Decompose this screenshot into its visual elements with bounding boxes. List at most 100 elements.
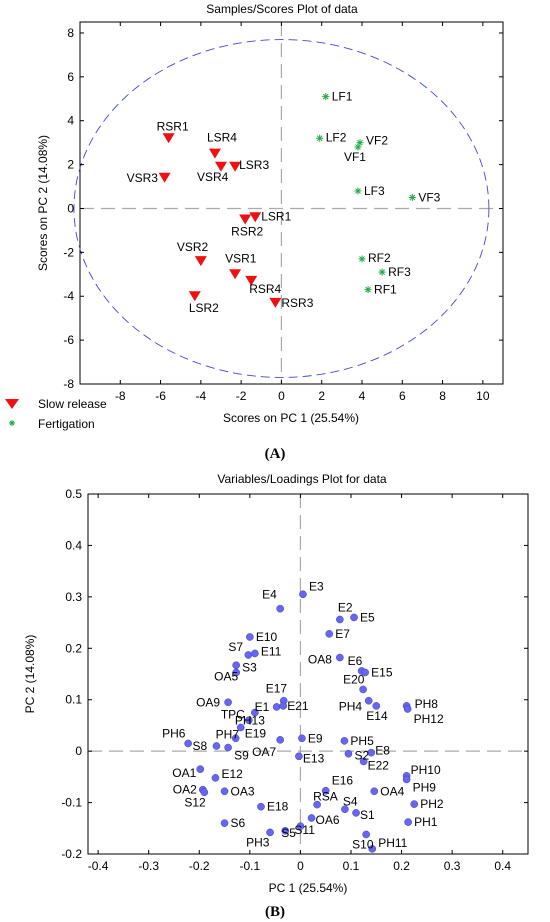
loading-point [244, 651, 253, 659]
slow-release-point [158, 172, 171, 183]
point-label: RSR4 [249, 282, 281, 296]
x-tick-label: 0.1 [343, 859, 360, 873]
point-label: VSR1 [225, 251, 257, 265]
loading-point [200, 788, 209, 797]
loading-point [350, 613, 358, 622]
loading-point [313, 800, 321, 809]
loading-point [184, 739, 192, 748]
loading-label: E16 [332, 774, 354, 788]
panel-a-label: (A) [265, 446, 286, 462]
x-tick-label: -6 [155, 389, 166, 403]
legend-slow-release-label: Slow release [38, 397, 107, 411]
loading-point [295, 752, 303, 761]
loading-label: E11 [261, 644, 282, 658]
loading-label: OA6 [316, 813, 340, 827]
loadings-y-axis-label: PC 2 (14.08%) [23, 635, 37, 714]
loading-label: OA9 [196, 695, 220, 709]
scores-y-ticks: -8 -6 -4 -2 0 2 4 6 8 [63, 26, 503, 391]
loading-label: E22 [368, 758, 390, 772]
loadings-y-ticks: -0.2 -0.1 0 0.1 0.2 0.3 0.4 0.5 [61, 487, 528, 861]
loading-label: PH6 [162, 726, 186, 740]
slow-release-point [215, 161, 227, 172]
loading-label: S5 [281, 826, 296, 840]
loading-point [298, 734, 306, 743]
loading-point [276, 604, 284, 613]
loading-label: S10 [352, 837, 374, 851]
x-tick-label: 10 [476, 389, 490, 403]
loading-point [359, 757, 368, 766]
loading-point [372, 702, 381, 710]
slow-release-point [194, 256, 207, 267]
y-tick-label: -2 [63, 245, 74, 259]
loading-point [211, 774, 220, 782]
loading-label: S9 [234, 749, 249, 763]
y-tick-label: 0.2 [65, 641, 82, 655]
y-tick-label: 6 [67, 70, 74, 84]
loading-point [281, 827, 290, 835]
y-tick-label: -0.2 [61, 847, 82, 861]
loading-label: E10 [256, 630, 278, 644]
loading-point [257, 802, 265, 811]
point-label: LSR4 [207, 131, 237, 145]
loadings-plot-frame [87, 493, 529, 855]
loading-point [367, 748, 376, 757]
point-label: VF2 [366, 134, 388, 148]
point-label: VF1 [344, 150, 366, 164]
point-label: RF2 [368, 251, 391, 265]
point-label: LSR3 [239, 158, 269, 172]
point-label: LF3 [364, 184, 385, 198]
loading-point [370, 787, 379, 796]
loading-point [220, 819, 229, 827]
point-label: LSR1 [261, 209, 291, 223]
slow-release-point [245, 275, 258, 286]
fertigation-point [378, 268, 386, 276]
loading-label: E7 [335, 627, 350, 641]
loading-label: OA1 [172, 766, 196, 780]
x-tick-label: -8 [115, 389, 126, 403]
loading-label: E14 [366, 709, 388, 723]
legend-asterisk-marker [9, 420, 15, 426]
loading-point [321, 786, 330, 795]
y-tick-label: -6 [63, 333, 74, 347]
point-label: VSR2 [177, 240, 209, 254]
loading-point [279, 702, 288, 710]
loading-point [212, 742, 221, 750]
loading-label: E21 [287, 699, 309, 713]
loading-point [224, 698, 232, 707]
loading-label: PH5 [350, 734, 374, 748]
loading-point [245, 716, 253, 725]
loading-label: E13 [303, 751, 325, 765]
loadings-points: E3 E4 E2 E5 E7 E10 OA8 S7 E11 S3 E6 E15 OA5 E20 E17 OA9… [162, 579, 444, 853]
loading-label: E17 [266, 682, 288, 696]
slow-release-point [269, 297, 282, 308]
point-label: RSR2 [231, 224, 263, 238]
slow-release-point [162, 133, 175, 144]
loading-point [368, 845, 377, 853]
loading-point [232, 661, 240, 670]
loading-point [196, 765, 205, 773]
loadings-plot-title: Variables/Loadings Plot for data [217, 472, 387, 486]
loading-label: E12 [221, 767, 243, 781]
loading-label: PH1 [414, 815, 438, 829]
loading-label: E8 [375, 744, 390, 758]
point-label: LSR2 [189, 301, 219, 315]
slow-release-point [239, 214, 252, 225]
loading-point [251, 708, 259, 717]
point-label: RSR3 [281, 296, 313, 310]
loading-point [246, 633, 254, 641]
loading-label: S11 [294, 823, 315, 837]
loading-label: OA8 [308, 653, 332, 667]
y-tick-label: 2 [67, 158, 74, 172]
loading-label: PH9 [413, 780, 437, 794]
loading-point [344, 749, 353, 758]
x-tick-label: -0.1 [239, 859, 260, 873]
scores-plot: Samples/Scores Plot of data -8 -6 -4 -2 0 2 4 6… [5, 2, 504, 462]
x-tick-label: -2 [236, 389, 247, 403]
x-tick-label: 4 [359, 389, 366, 403]
loading-label: E9 [308, 731, 323, 745]
loading-point [402, 775, 411, 784]
loading-label: E6 [348, 654, 363, 668]
loading-point [403, 705, 412, 713]
